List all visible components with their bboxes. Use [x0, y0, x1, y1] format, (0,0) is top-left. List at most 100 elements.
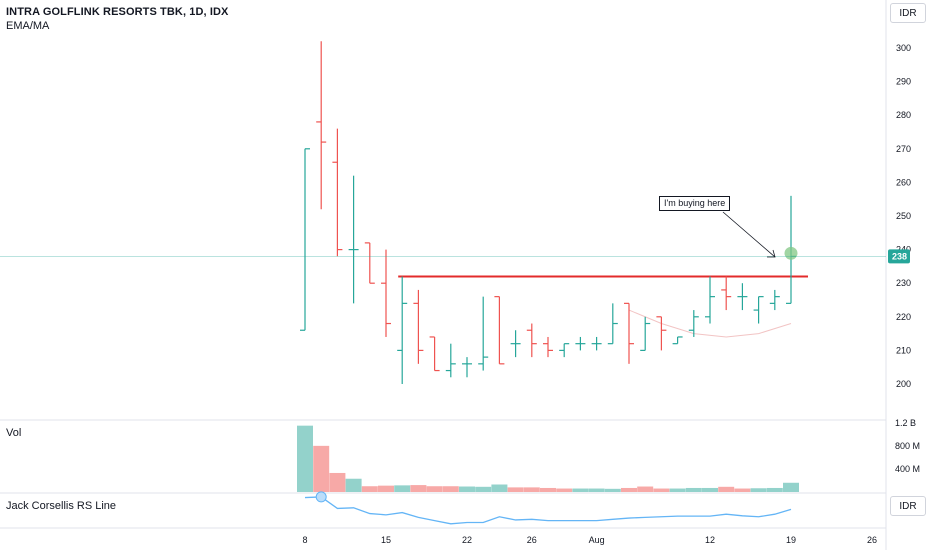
volume-bar — [475, 486, 492, 492]
volume-bar — [540, 487, 556, 492]
ohlc-bar — [364, 242, 375, 284]
price-tick-label: 220 — [896, 312, 911, 322]
volume-bar — [572, 488, 589, 492]
rs-pane-label[interactable]: Jack Corsellis RS Line — [6, 500, 117, 512]
ohlc-bar — [316, 41, 327, 210]
volume-bar — [345, 478, 362, 492]
ohlc-bar — [494, 296, 505, 365]
volume-bar — [750, 488, 767, 492]
rs-currency-button[interactable]: IDR — [890, 496, 926, 516]
volume-bar — [329, 472, 346, 492]
time-tick-label: Aug — [589, 535, 605, 545]
time-tick-label: 22 — [462, 535, 472, 545]
time-tick-label: 15 — [381, 535, 391, 545]
ohlc-bar — [769, 289, 780, 311]
volume-bar — [783, 482, 799, 492]
ohlc-bar — [737, 283, 748, 311]
ohlc-bar — [753, 296, 764, 324]
ohlc-bar — [591, 336, 602, 351]
price-tick-label: 270 — [896, 144, 911, 154]
time-tick-label: 26 — [527, 535, 537, 545]
ohlc-bar — [705, 276, 715, 324]
ohlc-bars — [300, 41, 798, 384]
volume-bar — [669, 488, 686, 492]
price-tick-label: 250 — [896, 211, 911, 221]
ohlc-bar — [543, 336, 553, 358]
chart-title: INTRA GOLFLINK RESORTS TBK, 1D, IDX — [6, 6, 229, 18]
ohlc-bar — [348, 175, 359, 304]
ohlc-bar — [445, 343, 456, 378]
volume-bar — [637, 486, 654, 492]
ohlc-bar — [332, 128, 343, 257]
ohlc-bar — [526, 323, 537, 358]
ohlc-bar — [607, 303, 618, 345]
ohlc-bar — [688, 310, 699, 337]
time-tick-label: 19 — [786, 535, 796, 545]
ohlc-bar — [478, 296, 489, 371]
volume-bar — [621, 487, 637, 492]
volume-bar — [653, 488, 670, 492]
indicator-label[interactable]: EMA/MA — [6, 20, 50, 32]
volume-bar — [685, 487, 702, 492]
volume-bar — [523, 487, 540, 492]
volume-bar — [378, 485, 394, 492]
ohlc-bar — [672, 336, 683, 345]
last-price-line: 238 — [0, 249, 910, 264]
currency-button[interactable]: IDR — [890, 3, 926, 23]
ema-path — [628, 309, 792, 338]
volume-bar — [588, 488, 605, 492]
price-tick-label: 210 — [896, 345, 911, 355]
volume-bar — [702, 487, 718, 492]
price-tick-label: 260 — [896, 177, 911, 187]
volume-tick-label: 400 M — [895, 464, 920, 474]
rs-line — [304, 491, 792, 525]
volume-bar — [459, 486, 475, 492]
ohlc-bar — [575, 336, 586, 351]
volume-tick-label: 800 M — [895, 441, 920, 451]
last-price-label: 238 — [892, 251, 907, 261]
ohlc-bar — [640, 316, 651, 351]
ohlc-bar — [413, 289, 424, 364]
volume-bar — [297, 425, 313, 492]
volume-bar — [507, 487, 524, 492]
volume-pane-label[interactable]: Vol — [6, 427, 22, 439]
time-axis: 8 15 22 26 Aug 12 19 26 — [302, 535, 877, 545]
ohlc-bar — [510, 330, 521, 358]
price-tick-label: 200 — [896, 379, 911, 389]
ohlc-bar — [721, 276, 732, 311]
rs-marker — [315, 491, 327, 503]
ema-line — [628, 309, 792, 338]
callout-arrow — [722, 211, 776, 258]
volume-bars — [297, 425, 799, 492]
price-tick-label: 280 — [896, 110, 911, 120]
ohlc-bar — [300, 148, 310, 331]
volume-bar — [766, 487, 783, 492]
time-tick-label: 12 — [705, 535, 715, 545]
volume-bar — [604, 488, 621, 492]
volume-bar — [410, 485, 427, 492]
last-price-tag — [888, 249, 910, 264]
rs-path — [304, 496, 792, 525]
ohlc-bar — [624, 302, 634, 364]
ohlc-bar — [381, 249, 391, 337]
ohlc-bar — [397, 276, 408, 384]
volume-tick-label: 1.2 B — [895, 418, 916, 428]
price-axis: 300290280270260250240230220210200 — [896, 43, 911, 389]
time-tick-label: 8 — [302, 535, 307, 545]
volume-bar — [718, 486, 735, 492]
volume-bar — [442, 486, 459, 492]
time-tick-label: 26 — [867, 535, 877, 545]
annotation-callout[interactable]: I'm buying here — [659, 196, 731, 211]
volume-bar — [313, 445, 330, 492]
volume-bar — [734, 488, 751, 492]
ohlc-bar — [462, 357, 472, 378]
volume-axis: 1.2 B 800 M 400 M — [895, 418, 920, 474]
volume-bar — [426, 486, 443, 492]
ohlc-bar — [656, 316, 667, 351]
volume-bar — [491, 484, 508, 492]
price-tick-label: 230 — [896, 278, 911, 288]
volume-bar — [394, 485, 411, 492]
ohlc-bar — [559, 343, 570, 358]
ohlc-bar — [429, 336, 440, 372]
